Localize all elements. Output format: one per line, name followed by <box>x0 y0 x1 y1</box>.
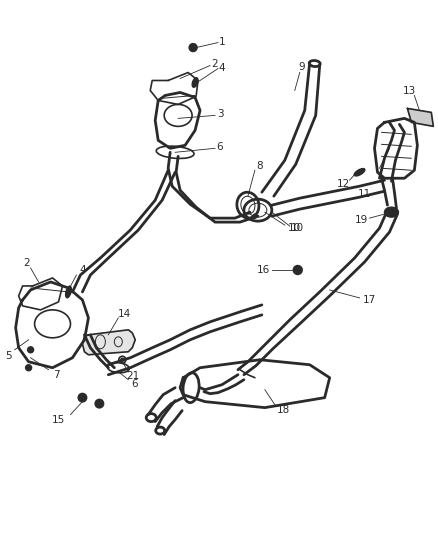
Text: 3: 3 <box>217 109 223 119</box>
Text: 15: 15 <box>52 415 65 425</box>
Text: 21: 21 <box>127 371 140 381</box>
Text: 1: 1 <box>219 37 225 46</box>
Text: 10: 10 <box>288 223 301 233</box>
Text: 16: 16 <box>257 265 271 275</box>
Ellipse shape <box>253 214 257 218</box>
Text: 11: 11 <box>358 189 371 199</box>
Text: 7: 7 <box>53 370 60 379</box>
Ellipse shape <box>293 265 302 274</box>
Ellipse shape <box>121 358 124 361</box>
Text: 6: 6 <box>217 142 223 152</box>
Text: 8: 8 <box>257 161 263 171</box>
Text: 5: 5 <box>5 351 12 361</box>
Text: 2: 2 <box>23 258 30 268</box>
Polygon shape <box>407 108 433 126</box>
Ellipse shape <box>28 347 34 353</box>
Text: 4: 4 <box>219 62 225 72</box>
Text: 6: 6 <box>131 378 138 389</box>
Text: 13: 13 <box>403 86 416 96</box>
Text: 19: 19 <box>355 215 368 225</box>
Ellipse shape <box>25 365 32 371</box>
Ellipse shape <box>189 44 197 52</box>
Text: 4: 4 <box>79 265 86 275</box>
Ellipse shape <box>78 393 88 402</box>
Text: 17: 17 <box>363 295 376 305</box>
Text: 12: 12 <box>337 179 350 189</box>
Text: 9: 9 <box>298 61 305 71</box>
Text: 2: 2 <box>212 59 218 69</box>
Text: 18: 18 <box>277 405 290 415</box>
Ellipse shape <box>354 168 365 176</box>
Text: 14: 14 <box>118 309 131 319</box>
Polygon shape <box>82 330 135 355</box>
Text: 10: 10 <box>291 223 304 233</box>
Ellipse shape <box>192 78 198 87</box>
Ellipse shape <box>95 399 104 409</box>
Ellipse shape <box>66 286 71 298</box>
Ellipse shape <box>385 207 399 217</box>
